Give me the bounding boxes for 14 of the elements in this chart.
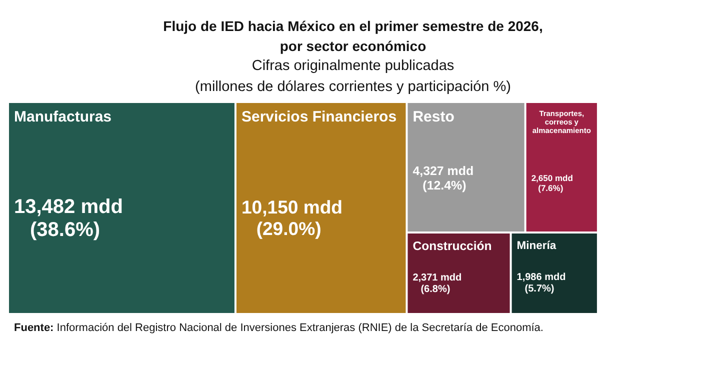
category-label: Construcción bbox=[412, 239, 492, 254]
data-label: 2,650 mdd (7.6%) bbox=[531, 172, 573, 193]
source-note: Fuente: Información del Registro Nacional de Inversiones Extranjeras (RNIE) de la Secretaría de Economía. bbox=[14, 322, 544, 334]
text: Cifras originalmente publicadas (millones de dólares corrientes y participación %) bbox=[194, 57, 512, 97]
data-label: 4,327 mdd (12.4%) bbox=[412, 164, 474, 193]
text: Flujo de IED hacia México en el primer semestre de 2026, por sector económico bbox=[162, 17, 544, 56]
category-label: Resto bbox=[412, 108, 454, 126]
category-label: Minería bbox=[516, 240, 557, 252]
category-label: Servicios Financieros bbox=[241, 108, 397, 126]
data-label: 10,150 mdd (29.0%) bbox=[241, 196, 342, 240]
data-label: 13,482 mdd (38.6%) bbox=[14, 196, 123, 242]
data-label: 1,986 mdd (5.7%) bbox=[516, 272, 566, 294]
data-label: 2,371 mdd (6.8%) bbox=[412, 272, 462, 296]
category-label: Manufacturas bbox=[14, 108, 112, 126]
